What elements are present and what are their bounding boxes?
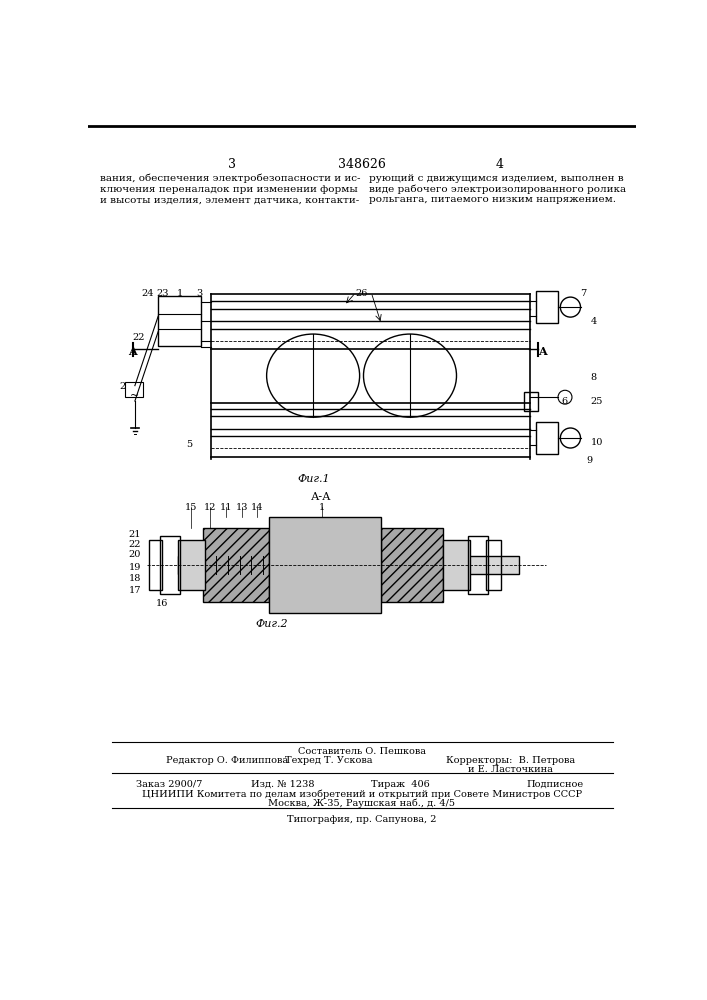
Text: 2: 2 (119, 382, 126, 391)
Text: 17: 17 (129, 586, 141, 595)
Text: 20: 20 (129, 550, 141, 559)
Text: ~: ~ (129, 391, 139, 401)
Text: 6: 6 (561, 397, 567, 406)
Text: вания, обеспечения электробезопасности и ис-
ключения переналадок при изменении : вания, обеспечения электробезопасности и… (100, 174, 361, 204)
Text: 24: 24 (141, 289, 153, 298)
Bar (158, 296, 201, 346)
Text: 21: 21 (129, 530, 141, 539)
Text: Фиг.2: Фиг.2 (255, 619, 288, 629)
Text: 3: 3 (228, 158, 235, 172)
Text: 16: 16 (156, 599, 168, 608)
Text: 25: 25 (590, 397, 603, 406)
Bar (177, 556, 518, 574)
Bar (177, 540, 204, 590)
Bar (381, 528, 443, 602)
Text: 5: 5 (186, 440, 192, 449)
Bar (125, 382, 144, 397)
Text: 14: 14 (251, 503, 264, 512)
Text: 22: 22 (129, 540, 141, 549)
Bar (269, 517, 381, 613)
Bar (149, 540, 162, 590)
Text: 1: 1 (320, 503, 325, 512)
Text: 26: 26 (356, 289, 368, 298)
Text: Типография, пр. Сапунова, 2: Типография, пр. Сапунова, 2 (287, 815, 437, 824)
Text: Фиг.1: Фиг.1 (298, 474, 330, 484)
Text: 15: 15 (185, 503, 198, 512)
Bar (486, 540, 501, 590)
Text: Техред Т. Ускова: Техред Т. Ускова (285, 756, 373, 765)
Bar (160, 536, 180, 594)
Text: Москва, Ж-35, Раушская наб., д. 4/5: Москва, Ж-35, Раушская наб., д. 4/5 (269, 798, 455, 808)
Bar (524, 392, 538, 411)
Text: Корректоры:  В. Петрова: Корректоры: В. Петрова (446, 756, 575, 765)
Text: 11: 11 (220, 503, 233, 512)
Bar (203, 528, 269, 602)
Text: 10: 10 (590, 438, 603, 447)
Text: 13: 13 (235, 503, 248, 512)
Text: 22: 22 (132, 333, 145, 342)
Text: 19: 19 (129, 563, 141, 572)
Text: Тираж  406: Тираж 406 (371, 780, 430, 789)
Text: 18: 18 (129, 574, 141, 583)
Text: 348626: 348626 (338, 158, 386, 172)
Text: ЦНИИПИ Комитета по делам изобретений и открытий при Совете Министров СССР: ЦНИИПИ Комитета по делам изобретений и о… (142, 789, 582, 799)
Bar (468, 536, 488, 594)
Text: 4: 4 (590, 317, 597, 326)
Text: 4: 4 (495, 158, 503, 172)
Text: 1: 1 (177, 289, 183, 298)
Bar (443, 540, 470, 590)
Bar (537, 291, 558, 323)
Text: Изд. № 1238: Изд. № 1238 (251, 780, 315, 789)
Text: 9: 9 (587, 456, 593, 465)
Text: Подписное: Подписное (526, 780, 583, 789)
Text: Редактор О. Филиппова: Редактор О. Филиппова (166, 756, 288, 765)
Text: и Е. Ласточкина: и Е. Ласточкина (468, 765, 553, 774)
Text: A: A (128, 346, 137, 357)
Text: 8: 8 (590, 373, 597, 382)
Text: рующий с движущимся изделием, выполнен в
виде рабочего электроизолированного рол: рующий с движущимся изделием, выполнен в… (369, 174, 626, 204)
Text: 7: 7 (580, 289, 586, 298)
Text: 3: 3 (196, 289, 202, 298)
Text: Составитель О. Пешкова: Составитель О. Пешкова (298, 747, 426, 756)
Bar (537, 422, 558, 454)
Text: 23: 23 (156, 289, 169, 298)
Text: 12: 12 (204, 503, 216, 512)
Text: Заказ 2900/7: Заказ 2900/7 (136, 780, 203, 789)
Text: А-А: А-А (310, 492, 331, 502)
Text: A: A (538, 346, 547, 357)
